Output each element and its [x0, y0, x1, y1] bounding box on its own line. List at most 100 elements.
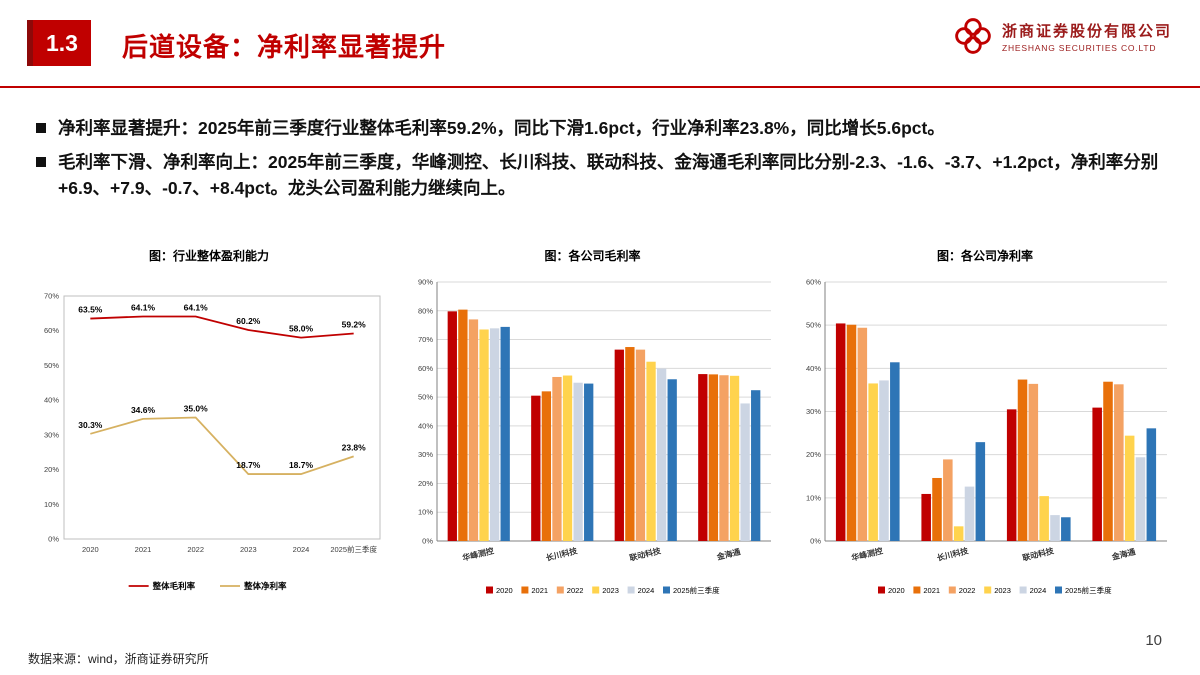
logo-company-name: 浙商证券股份有限公司 [1001, 22, 1172, 40]
svg-text:90%: 90% [417, 278, 432, 287]
line-chart-canvas: 0%10%20%30%40%50%60%70%2020 2021 2022 2023 2… [44, 292, 381, 591]
data-label: 63.5% [78, 305, 103, 315]
svg-text:60%: 60% [44, 326, 59, 335]
svg-text:金海通: 金海通 [714, 546, 741, 562]
bar [1006, 409, 1017, 541]
chart-industry-profitability: 图：行业整体盈利能力 0% 10% 20% 30% 40% 50% 60% 70% 2020 20… [28, 247, 390, 603]
bars [447, 309, 760, 541]
svg-text:2025前三季度: 2025前三季度 [673, 585, 720, 595]
chart-title: 图：各公司毛利率 [544, 249, 641, 263]
svg-text:20%: 20% [44, 465, 59, 474]
logo-company-name-en: ZHESHANG SECURITIES CO.LTD [1001, 42, 1157, 53]
svg-text:0%: 0% [48, 535, 59, 544]
bullet-marker-icon [36, 123, 46, 133]
section-badge: 1.3 [27, 20, 91, 66]
series-line [90, 416, 354, 475]
data-label: 30.3% [78, 420, 103, 430]
bar [835, 323, 846, 541]
svg-text:2021: 2021 [923, 586, 940, 595]
bar [1146, 428, 1157, 541]
bar [478, 329, 489, 541]
data-label: 18.7% [236, 460, 261, 470]
data-source: 数据来源：wind，浙商证券研究所 [28, 652, 209, 666]
bar [500, 326, 510, 541]
data-label: 59.2% [342, 319, 367, 329]
bar [718, 375, 729, 541]
bar [964, 486, 975, 541]
plot-border [63, 295, 381, 540]
svg-text:10%: 10% [417, 508, 432, 517]
bar [708, 374, 718, 541]
svg-text:2024: 2024 [1030, 586, 1047, 595]
svg-text:50%: 50% [806, 321, 821, 330]
bar [583, 383, 593, 541]
section-number: 1.3 [46, 29, 78, 56]
svg-text:2020: 2020 [82, 545, 99, 554]
svg-text:2025前三季度: 2025前三季度 [1065, 585, 1112, 595]
svg-text:2024: 2024 [637, 586, 654, 595]
page-title: 后道设备：净利率显著提升 [122, 32, 447, 62]
y-axis-labels: 0% 10% 20% 30% 40% 50% 60% 70% [44, 292, 59, 544]
svg-text:30%: 30% [806, 407, 821, 416]
bar [750, 390, 760, 541]
chart-gross-margin-by-company: 图：各公司毛利率 0% 10% 20% 30% 40% 50% 60% 70% 80% 90% 华峰… [407, 247, 779, 603]
svg-text:60%: 60% [417, 364, 432, 373]
svg-text:2022: 2022 [959, 586, 976, 595]
page-number: 10 [1145, 632, 1162, 649]
bar [1017, 379, 1028, 541]
bar [857, 327, 868, 541]
bar [953, 526, 964, 541]
bullet-item: 毛利率下滑、净利率向上：2025年前三季度，华峰测控、长川科技、联动科技、金海通… [36, 150, 1168, 201]
bar [551, 376, 562, 541]
bar [879, 380, 889, 541]
chart-title: 图：行业整体盈利能力 [148, 249, 269, 263]
svg-text:联动科技: 联动科技 [628, 545, 662, 563]
data-label: 64.1% [131, 302, 156, 312]
bar [697, 374, 707, 541]
bar [1050, 515, 1060, 541]
x-axis-labels: 2020 2021 2022 2023 2024 2025前三季度 [82, 544, 378, 554]
svg-text:40%: 40% [44, 396, 59, 405]
svg-text:2023: 2023 [994, 586, 1011, 595]
bar [457, 309, 468, 541]
svg-text:30%: 30% [417, 450, 432, 459]
bar [868, 383, 878, 541]
header-divider [0, 86, 1200, 88]
svg-text:长川科技: 长川科技 [544, 545, 578, 563]
line-series: 63.5% 64.1% 64.1% 60.2% 58.0% 59.2% 30.3% 34.6%… [78, 302, 367, 475]
bar [1103, 381, 1113, 541]
bar [890, 362, 900, 541]
svg-text:华峰测控: 华峰测控 [850, 545, 883, 562]
legend: 2020 2021 2022 2023 2024 2025前三季度 [878, 585, 1112, 595]
svg-text:70%: 70% [44, 292, 59, 301]
x-axis-labels: 华峰测控 长川科技 联动科技 金海通 [461, 545, 741, 563]
series-line [90, 315, 354, 339]
data-label: 23.8% [342, 442, 367, 452]
svg-text:长川科技: 长川科技 [936, 545, 970, 563]
bar [729, 375, 739, 541]
svg-text:2023: 2023 [602, 586, 619, 595]
bar [635, 349, 645, 541]
logo-icon [955, 18, 991, 54]
bullet-marker-icon [36, 157, 46, 168]
bar [943, 459, 953, 541]
svg-text:50%: 50% [417, 393, 432, 402]
svg-text:联动科技: 联动科技 [1021, 545, 1055, 563]
data-label: 18.7% [289, 460, 314, 470]
data-label: 58.0% [289, 324, 314, 334]
bar [624, 347, 635, 541]
svg-text:20%: 20% [806, 450, 821, 459]
bar [739, 403, 750, 541]
svg-text:2022: 2022 [187, 545, 204, 554]
chart-net-margin-by-company: 图：各公司净利率 0% 10% 20% 30% 40% 50% 60% 华峰测控 长川科技 联动科… [795, 247, 1175, 603]
svg-text:0%: 0% [810, 537, 821, 546]
svg-text:整体毛利率: 整体毛利率 [153, 581, 196, 591]
bar [541, 391, 551, 541]
bullet-text: 毛利率下滑、净利率向上：2025年前三季度，华峰测控、长川科技、联动科技、金海通… [58, 152, 1159, 198]
bars [835, 323, 1157, 541]
svg-text:50%: 50% [44, 361, 59, 370]
charts-row: 图：行业整体盈利能力 0% 10% 20% 30% 40% 50% 60% 70% 2020 20… [28, 247, 1175, 603]
summary-bullets: 净利率显著提升：2025年前三季度行业整体毛利率59.2%，同比下滑1.6pct… [36, 116, 1168, 210]
svg-text:整体净利率: 整体净利率 [244, 581, 287, 591]
